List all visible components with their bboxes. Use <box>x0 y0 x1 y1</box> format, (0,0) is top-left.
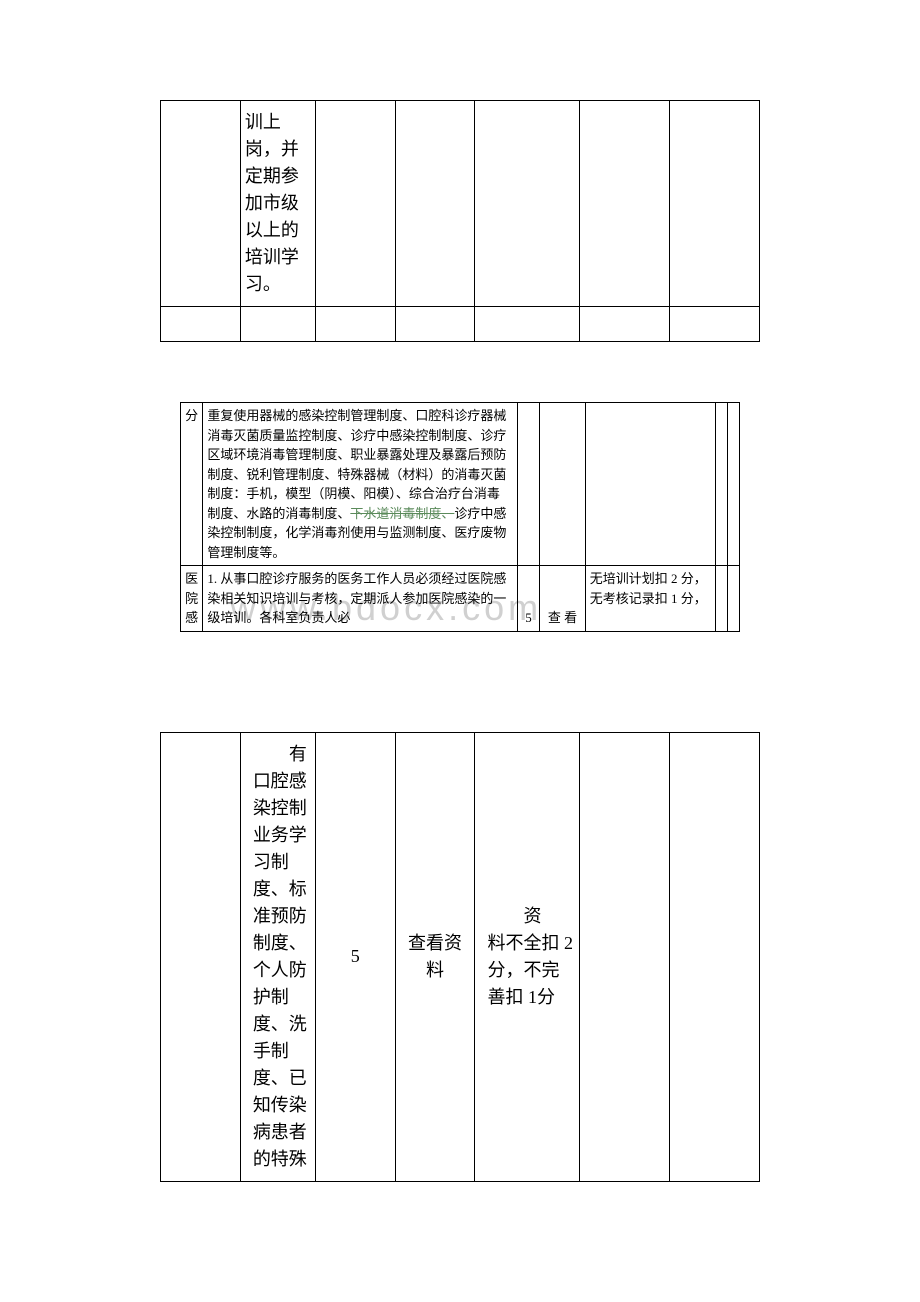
cell <box>715 403 727 566</box>
cell <box>315 307 395 342</box>
text-segment: 重复使用器械的感染控制管理制度、口腔科诊疗器械消毒灭菌质量监控制度、诊疗中感染控… <box>207 408 506 521</box>
cell <box>580 101 670 307</box>
table-2: 分 重复使用器械的感染控制管理制度、口腔科诊疗器械消毒灭菌质量监控制度、诊疗中感… <box>180 402 740 632</box>
cell <box>395 307 475 342</box>
cell-text: 训上岗，并定期参加市级以上的培训学习。 <box>240 101 315 307</box>
cell <box>395 101 475 307</box>
cell <box>475 307 580 342</box>
section-table1: 训上岗，并定期参加市级以上的培训学习。 <box>0 100 920 342</box>
text-content: 口腔感染控制业务学习制度、标准预防制度、个人防护制度、洗手制度、已知传染病患者的… <box>253 771 307 1169</box>
table-row <box>161 307 760 342</box>
table-row: 有口腔感染控制业务学习制度、标准预防制度、个人防护制度、洗手制度、已知传染病患者… <box>161 732 760 1181</box>
cell-label: 分 <box>181 403 203 566</box>
cell-label: 医院感 <box>181 566 203 632</box>
cell <box>540 403 586 566</box>
cell <box>727 403 739 566</box>
cell <box>240 307 315 342</box>
table-3: 有口腔感染控制业务学习制度、标准预防制度、个人防护制度、洗手制度、已知传染病患者… <box>160 732 760 1182</box>
cell <box>715 566 727 632</box>
cell-method: 查看资料 <box>395 732 475 1181</box>
cell-text: 有口腔感染控制业务学习制度、标准预防制度、个人防护制度、洗手制度、已知传染病患者… <box>240 732 315 1181</box>
section-table3: 有口腔感染控制业务学习制度、标准预防制度、个人防护制度、洗手制度、已知传染病患者… <box>0 732 920 1182</box>
text-content: 料不全扣 2 分，不完善扣 1分 <box>487 933 573 1007</box>
cell <box>475 101 580 307</box>
table-row: 分 重复使用器械的感染控制管理制度、口腔科诊疗器械消毒灭菌质量监控制度、诊疗中感… <box>181 403 740 566</box>
cell <box>585 403 715 566</box>
table-1: 训上岗，并定期参加市级以上的培训学习。 <box>160 100 760 342</box>
table-row: 训上岗，并定期参加市级以上的培训学习。 <box>161 101 760 307</box>
cell-text: 重复使用器械的感染控制管理制度、口腔科诊疗器械消毒灭菌质量监控制度、诊疗中感染控… <box>203 403 517 566</box>
section-embedded: www.bdocx.com 分 重复使用器械的感染控制管理制度、口腔科诊疗器械消… <box>0 402 920 632</box>
table-row: 医院感 1. 从事口腔诊疗服务的医务工作人员必须经过医院感染相关知识培训与考核，… <box>181 566 740 632</box>
cell <box>161 732 241 1181</box>
indent-text: 资 <box>487 903 573 930</box>
cell-score: 5 <box>517 566 539 632</box>
strikethrough-text: 下水道消毒制度、 <box>350 506 454 521</box>
cell-method: 查 看 <box>540 566 586 632</box>
cell-text: 1. 从事口腔诊疗服务的医务工作人员必须经过医院感染相关知识培训与考核，定期派人… <box>203 566 517 632</box>
cell <box>580 732 670 1181</box>
cell-score: 5 <box>315 732 395 1181</box>
cell <box>670 732 760 1181</box>
cell-deduction: 资料不全扣 2 分，不完善扣 1分 <box>475 732 580 1181</box>
cell <box>670 307 760 342</box>
cell <box>161 101 241 307</box>
cell-deduction: 无培训计划扣 2 分， 无考核记录扣 1 分， <box>585 566 715 632</box>
cell <box>517 403 539 566</box>
cell <box>727 566 739 632</box>
cell <box>161 307 241 342</box>
indent-text: 有 <box>253 741 309 768</box>
embedded-block: www.bdocx.com 分 重复使用器械的感染控制管理制度、口腔科诊疗器械消… <box>180 402 740 632</box>
cell <box>315 101 395 307</box>
cell <box>580 307 670 342</box>
cell <box>670 101 760 307</box>
